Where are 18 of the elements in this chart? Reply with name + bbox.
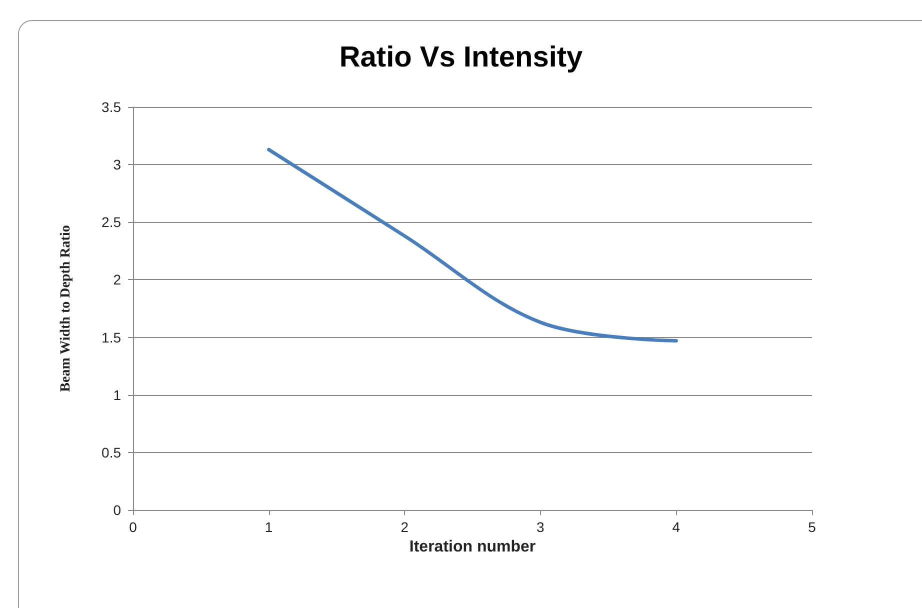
x-tick-label: 2 (400, 519, 409, 535)
y-tick-label: 1.5 (102, 329, 122, 346)
line-series (267, 148, 678, 342)
y-tick-label: 0 (113, 502, 122, 518)
y-tick-label: 0.5 (102, 444, 122, 460)
y-tick-label: 1 (113, 386, 122, 403)
x-tick-label: 3 (536, 519, 544, 535)
x-tick-label: 4 (672, 519, 680, 535)
x-tick-label: 0 (129, 519, 138, 535)
chart-title: Ratio Vs Intensity (339, 42, 583, 74)
x-tick-label: 1 (264, 519, 273, 535)
y-tick-label: 2 (113, 272, 122, 288)
y-tick-label: 3 (113, 156, 122, 173)
y-tick-label: 2.5 (102, 214, 122, 230)
y-tick-label: 3.5 (102, 99, 122, 115)
y-axis-title: Beam Width to Depth Ratio (58, 225, 74, 392)
x-axis-title: Iteration number (409, 538, 536, 556)
x-tick-label: 5 (808, 519, 816, 535)
